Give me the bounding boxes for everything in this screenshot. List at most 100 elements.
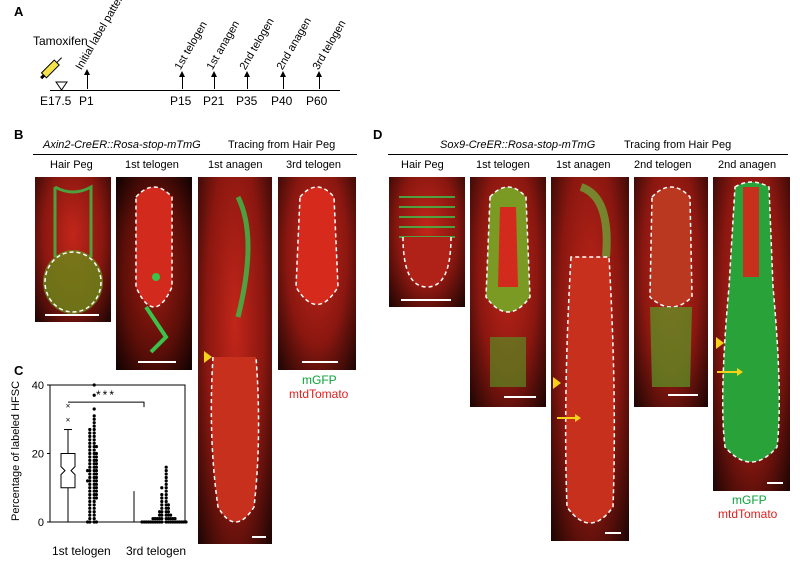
- data-point: [92, 469, 96, 473]
- data-point: [164, 499, 168, 504]
- data-point: [92, 434, 96, 438]
- data-point: [147, 520, 151, 524]
- data-point: [164, 472, 168, 476]
- data-point: [88, 472, 92, 476]
- data-point: [92, 486, 96, 490]
- panel-label-d: D: [373, 127, 383, 142]
- data-point: [88, 441, 92, 445]
- tamoxifen-label: Tamoxifen: [33, 34, 88, 48]
- panel-d-header-rule: [388, 154, 788, 155]
- data-point: [160, 496, 164, 500]
- data-point: [86, 520, 90, 524]
- data-point: [92, 472, 96, 476]
- data-point: [92, 445, 96, 449]
- data-point: [92, 496, 96, 500]
- data-point: [155, 516, 159, 521]
- data-point: [158, 516, 162, 521]
- data-point: [88, 516, 92, 521]
- legend-d-mtdtomato: mtdTomato: [718, 507, 778, 521]
- data-point: [88, 469, 92, 473]
- micrograph-b-hair-peg: [35, 177, 111, 322]
- data-point: [144, 520, 148, 524]
- data-point: [94, 462, 98, 466]
- data-point: [164, 496, 168, 500]
- data-point: [94, 493, 98, 497]
- data-point: [88, 513, 92, 517]
- panel-label-c: C: [14, 363, 24, 378]
- data-point: [160, 510, 164, 514]
- panel-b-tracing: Tracing from Hair Peg: [228, 139, 336, 151]
- panel-b-genotype: Axin2-CreER::Rosa-stop-mTmG: [43, 139, 201, 151]
- y-tick-label: 40: [32, 380, 44, 392]
- data-point: [164, 516, 168, 521]
- data-point: [160, 516, 164, 521]
- data-point: [149, 520, 153, 524]
- data-point: [160, 493, 164, 497]
- data-point: [140, 520, 144, 524]
- data-point: [175, 520, 179, 524]
- micrograph-d-2nd-telogen: [634, 177, 708, 407]
- data-point: [164, 513, 168, 517]
- data-point: [158, 513, 162, 517]
- timepoint-p21: P21: [203, 94, 225, 108]
- data-point: [88, 486, 92, 490]
- data-point: [92, 510, 96, 514]
- data-point: [160, 503, 164, 507]
- data-point: [88, 499, 92, 504]
- data-point: [88, 465, 92, 469]
- data-point: [88, 434, 92, 438]
- data-point: [164, 493, 168, 497]
- data-point: [92, 451, 96, 456]
- data-point: [92, 427, 96, 432]
- data-point: [169, 513, 173, 517]
- injection-marker-icon: [55, 81, 68, 91]
- data-point: [92, 431, 96, 435]
- data-point: [94, 458, 98, 462]
- timepoint-start: E17.5: [40, 94, 72, 108]
- chart-ylabel: Percentage of labeled HFSC: [10, 380, 22, 521]
- data-point: [158, 510, 162, 514]
- data-point: [92, 482, 96, 486]
- data-point: [160, 506, 164, 510]
- panel-d-genotype: Sox9-CreER::Rosa-stop-mTmG: [440, 139, 596, 151]
- data-point: [92, 493, 96, 497]
- data-point: [88, 489, 92, 493]
- data-point: [166, 516, 170, 521]
- data-point: [88, 493, 92, 497]
- data-point: [164, 506, 168, 510]
- data-point: [88, 479, 92, 483]
- data-point: [92, 458, 96, 462]
- data-point: [92, 462, 96, 466]
- box-body: [60, 453, 76, 489]
- data-point: [92, 407, 96, 411]
- stage-label-3: 2nd anagen: [274, 15, 315, 72]
- box-outlier: ×: [66, 402, 71, 411]
- data-point: [92, 441, 96, 445]
- panel-d-col-2: 1st anagen: [556, 159, 611, 171]
- data-point: [160, 486, 164, 490]
- data-point: [88, 431, 92, 435]
- y-tick-label: 0: [38, 517, 44, 529]
- legend-b-mtdtomato: mtdTomato: [289, 387, 349, 401]
- data-point: [164, 465, 168, 469]
- data-point: [92, 499, 96, 504]
- panel-label-a: A: [14, 4, 24, 19]
- data-point: [166, 510, 170, 514]
- data-point: [164, 510, 168, 514]
- timepoint-p35: P35: [236, 94, 258, 108]
- data-point: [164, 520, 168, 524]
- panel-b-col-1: 1st telogen: [125, 159, 179, 171]
- data-point: [92, 489, 96, 493]
- data-point: [92, 455, 96, 459]
- data-point: [94, 465, 98, 469]
- data-point: [94, 451, 98, 456]
- data-point: [92, 448, 96, 452]
- data-point: [92, 465, 96, 469]
- data-point: [173, 516, 177, 521]
- data-point: [92, 438, 96, 442]
- data-point: [164, 479, 168, 483]
- data-point: [166, 503, 170, 507]
- significance-bracket: [68, 401, 145, 408]
- data-point: [88, 427, 92, 432]
- panel-d-col-4: 2nd anagen: [718, 159, 777, 171]
